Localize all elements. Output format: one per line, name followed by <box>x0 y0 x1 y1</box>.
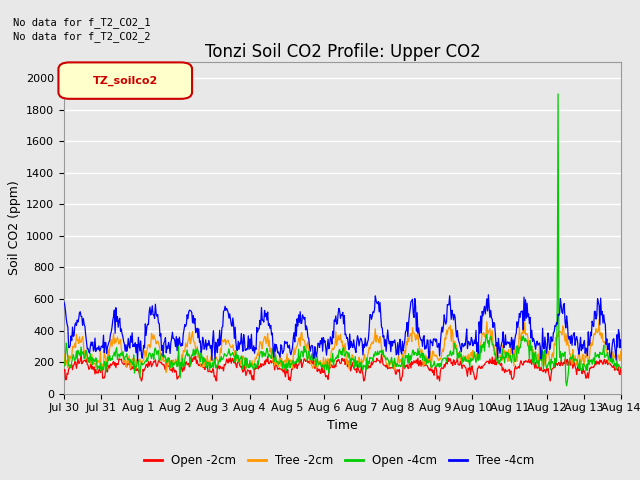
Text: No data for f_T2_CO2_2: No data for f_T2_CO2_2 <box>13 31 150 42</box>
Y-axis label: Soil CO2 (ppm): Soil CO2 (ppm) <box>8 180 20 276</box>
FancyBboxPatch shape <box>58 62 192 99</box>
X-axis label: Time: Time <box>327 419 358 432</box>
Text: No data for f_T2_CO2_1: No data for f_T2_CO2_1 <box>13 17 150 28</box>
Title: Tonzi Soil CO2 Profile: Upper CO2: Tonzi Soil CO2 Profile: Upper CO2 <box>205 43 480 61</box>
Legend: Open -2cm, Tree -2cm, Open -4cm, Tree -4cm: Open -2cm, Tree -2cm, Open -4cm, Tree -4… <box>140 449 539 472</box>
Text: TZ_soilco2: TZ_soilco2 <box>93 75 158 86</box>
